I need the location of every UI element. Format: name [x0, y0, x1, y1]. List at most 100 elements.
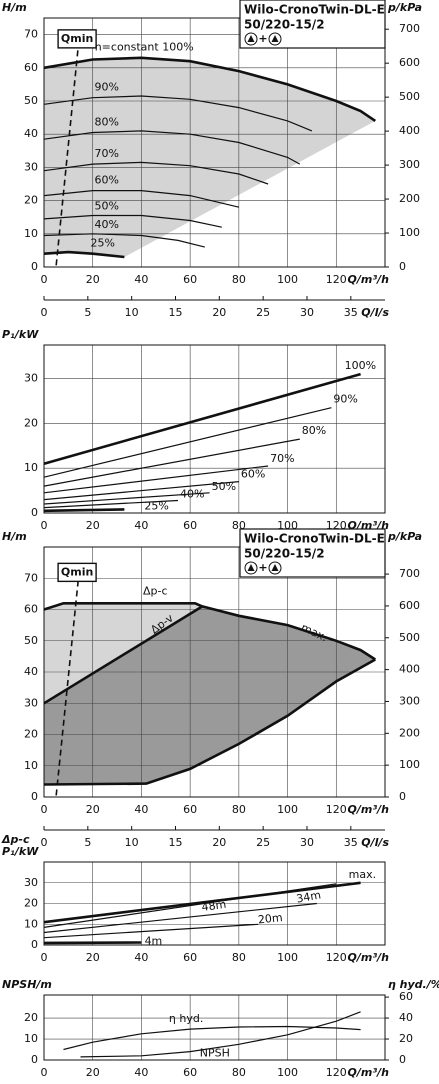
y-tick-label: 50 [24, 94, 38, 107]
y-tick-label: 0 [31, 938, 38, 951]
curve-label: 25% [144, 499, 168, 512]
mode-separator: + [258, 32, 267, 45]
y-tick-label: 20 [24, 1011, 38, 1024]
y-tick-label: 10 [24, 1032, 38, 1045]
curve [44, 374, 361, 464]
y-tick-label: 20 [24, 416, 38, 429]
x-tick-label: 60 [183, 803, 197, 816]
y-tick-label: 10 [24, 227, 38, 240]
curve-label: 50% [212, 480, 236, 493]
curve-label: 4m [145, 935, 163, 948]
x-tick-label: 0 [41, 803, 48, 816]
x-tick-label: 80 [232, 1066, 246, 1079]
y2-tick-label: 200 [399, 192, 420, 205]
curve-label: Δp-c [143, 584, 168, 597]
y2-tick-label: 60 [399, 990, 413, 1003]
y-axis-label: P₁/kW [2, 845, 39, 858]
curve-label: 25% [90, 237, 114, 250]
curve [44, 509, 124, 510]
y-tick-label: 70 [24, 28, 38, 41]
y-axis-label: H/m [2, 1, 27, 14]
x2-tick-label: 5 [84, 306, 91, 319]
curve-label: 80% [94, 116, 118, 129]
curve-label: Qmin [61, 565, 93, 578]
curve-label: 70% [270, 452, 294, 465]
curve-label: 40% [180, 487, 204, 500]
title: Wilo-CronoTwin-DL-E [244, 3, 385, 17]
y2-tick-label: 200 [399, 726, 420, 739]
x2-tick-label: 10 [125, 836, 139, 849]
x-tick-label: 60 [183, 951, 197, 964]
y-tick-label: 0 [31, 790, 38, 803]
curve-label: Qmin [61, 32, 93, 45]
y-axis-label: H/m [2, 530, 27, 543]
curve-label: 50% [94, 200, 118, 213]
x2-tick-label: 5 [84, 836, 91, 849]
x-tick-label: 100 [277, 803, 298, 816]
y2-tick-label: 100 [399, 226, 420, 239]
y-tick-label: 40 [24, 127, 38, 140]
y-tick-label: 60 [24, 603, 38, 616]
y-tick-label: 10 [24, 917, 38, 930]
y2-tick-label: 0 [399, 790, 406, 803]
x-tick-label: 20 [86, 803, 100, 816]
y2-tick-label: 600 [399, 599, 420, 612]
curve-label: 48m [201, 898, 227, 914]
x-tick-label: 0 [41, 1066, 48, 1079]
x-tick-label: 60 [183, 519, 197, 532]
curve-label: 90% [333, 393, 357, 406]
curve-label: 70% [94, 147, 118, 160]
x-tick-label: 0 [41, 951, 48, 964]
curve-label: 90% [94, 81, 118, 94]
y-tick-label: 30 [24, 160, 38, 173]
y-tick-label: 70 [24, 571, 38, 584]
x-tick-label: 100 [277, 273, 298, 286]
x2-tick-label: 0 [41, 836, 48, 849]
x-tick-label: 0 [41, 519, 48, 532]
x-tick-label: 100 [277, 1066, 298, 1079]
x-tick-label: 20 [86, 519, 100, 532]
x-axis-label: Q/m³/h [348, 273, 390, 286]
y2-axis-label: p/kPa [387, 530, 422, 543]
x-tick-label: 120 [326, 1066, 347, 1079]
x-tick-label: 40 [134, 519, 148, 532]
x2-tick-label: 25 [256, 306, 270, 319]
title: Wilo-CronoTwin-DL-E [244, 532, 385, 546]
x2-tick-label: 25 [256, 836, 270, 849]
y-axis-label: NPSH/m [2, 978, 52, 991]
y2-tick-label: 500 [399, 631, 420, 644]
curve-label: 20m [257, 911, 283, 927]
x-tick-label: 20 [86, 1066, 100, 1079]
x2-tick-label: 35 [344, 836, 358, 849]
y2-tick-label: 300 [399, 694, 420, 707]
y-tick-label: 60 [24, 61, 38, 74]
x-tick-label: 60 [183, 1066, 197, 1079]
curve-label: 80% [302, 424, 326, 437]
x-tick-label: 20 [86, 951, 100, 964]
curve-label: 40% [94, 218, 118, 231]
x-tick-label: 40 [134, 951, 148, 964]
curve-label: NPSH [200, 1046, 230, 1059]
x2-tick-label: 20 [212, 306, 226, 319]
x-tick-label: 120 [326, 803, 347, 816]
y-tick-label: 30 [24, 372, 38, 385]
x2-tick-label: 15 [168, 836, 182, 849]
y-tick-label: 30 [24, 876, 38, 889]
curve [44, 408, 331, 478]
x-tick-label: 80 [232, 951, 246, 964]
y-tick-label: 30 [24, 696, 38, 709]
x-axis-label: Q/m³/h [348, 803, 390, 816]
y2-axis-label: p/kPa [387, 1, 422, 14]
subtitle: 50/220-15/2 [244, 18, 325, 32]
curve-label: n=constant 100% [95, 41, 194, 54]
y-tick-label: 10 [24, 461, 38, 474]
x-tick-label: 40 [134, 1066, 148, 1079]
y2-tick-label: 700 [399, 22, 420, 35]
x-tick-label: 80 [232, 273, 246, 286]
x2-tick-label: 15 [168, 306, 182, 319]
x-tick-label: 100 [277, 951, 298, 964]
y2-tick-label: 700 [399, 567, 420, 580]
